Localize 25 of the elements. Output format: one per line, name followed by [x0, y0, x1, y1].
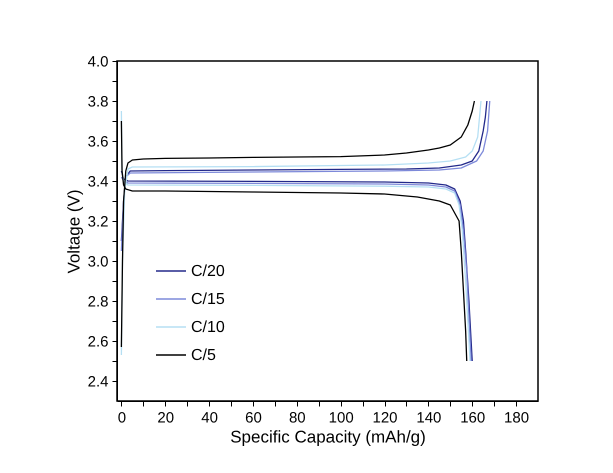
x-tick-label: 40: [201, 410, 218, 426]
x-axis-title: Specific Capacity (mAh/g): [230, 428, 426, 446]
legend-label: C/15: [191, 291, 225, 308]
x-tick-label: 80: [288, 410, 306, 426]
x-tick-label: 60: [245, 410, 262, 426]
y-tick-label: 3.0: [88, 254, 108, 270]
x-tick-label: 160: [460, 410, 486, 426]
x-tick-label: 180: [504, 410, 530, 426]
legend-label: C/10: [191, 319, 225, 336]
y-tick-label: 3.8: [88, 94, 108, 110]
y-tick-label: 3.6: [88, 134, 108, 150]
y-tick-label: 3.4: [88, 174, 108, 190]
y-tick-label: 2.4: [88, 374, 108, 390]
x-tick-label: 0: [118, 410, 126, 426]
x-tick-label: 20: [157, 410, 174, 426]
x-tick-label: 120: [372, 410, 398, 426]
x-tick-label: 100: [328, 410, 354, 426]
legend-label: C/5: [191, 347, 216, 364]
y-tick-label: 4.0: [88, 54, 108, 70]
y-tick-label: 2.8: [88, 294, 108, 310]
x-tick-label: 140: [416, 410, 442, 426]
y-tick-label: 2.6: [88, 334, 108, 350]
y-axis-title: Voltage (V): [64, 189, 84, 274]
legend-label: C/20: [191, 263, 225, 280]
y-tick-label: 3.2: [88, 214, 108, 230]
